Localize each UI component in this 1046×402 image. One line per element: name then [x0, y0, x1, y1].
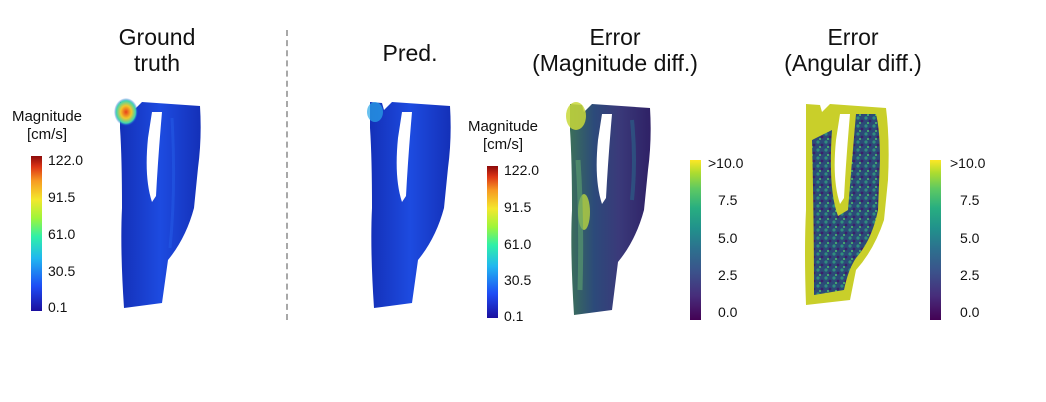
colorbar-error-1-tick: 2.5	[718, 267, 738, 283]
colorbar-magnitude-2-tick: 91.5	[504, 199, 532, 215]
colorbar-magnitude-2-tick: 30.5	[504, 272, 532, 288]
colorbar-magnitude-2-tick: 61.0	[504, 236, 532, 252]
colorbar-error-1-tick: >10.0	[708, 155, 744, 171]
colorbar-error-1-tick: 5.0	[718, 230, 738, 246]
title-error-magnitude-line1: Error	[589, 24, 641, 50]
colorbar-magnitude-2-title-line2: [cm/s]	[483, 136, 523, 153]
title-error-magnitude: Error (Magnitude diff.)	[520, 24, 710, 76]
colorbar-error-1-tick: 0.0	[718, 304, 738, 320]
vessel-error-magnitude	[566, 102, 651, 315]
vessel-pred	[367, 102, 451, 308]
colorbar-magnitude-1-tick: 30.5	[48, 263, 76, 279]
colorbar-error-1-tick: 7.5	[718, 192, 738, 208]
colorbar-magnitude-2-title: Magnitude [cm/s]	[460, 118, 546, 154]
title-ground-truth-line1: Ground	[118, 24, 196, 50]
colorbar-magnitude-1-tick: 91.5	[48, 189, 76, 205]
title-pred: Pred.	[382, 40, 438, 66]
vessel-ground-truth	[114, 98, 201, 308]
title-error-magnitude-line2: (Magnitude diff.)	[532, 50, 698, 76]
title-ground-truth: Ground truth	[102, 24, 212, 76]
colorbar-error-1-bar	[690, 160, 701, 320]
colorbar-magnitude-2-tick: 0.1	[504, 308, 524, 324]
colorbar-error-2-tick: 2.5	[960, 267, 980, 283]
colorbar-magnitude-1-bar	[31, 156, 42, 311]
colorbar-magnitude-1-tick: 122.0	[48, 152, 84, 168]
title-error-angular: Error (Angular diff.)	[768, 24, 938, 76]
colorbar-error-2-tick: 0.0	[960, 304, 980, 320]
title-error-angular-line2: (Angular diff.)	[784, 50, 922, 76]
colorbar-magnitude-2-tick: 122.0	[504, 162, 540, 178]
colorbar-magnitude-1-title-line2: [cm/s]	[27, 126, 67, 143]
colorbar-error-2-tick: >10.0	[950, 155, 986, 171]
panel-divider	[286, 30, 288, 320]
colorbar-magnitude-1-tick: 0.1	[48, 299, 68, 315]
vessel-error-angular	[805, 104, 889, 305]
colorbar-magnitude-2-title-line1: Magnitude	[467, 118, 539, 135]
title-error-angular-line1: Error	[827, 24, 879, 50]
colorbar-magnitude-1-tick: 61.0	[48, 226, 76, 242]
title-ground-truth-line2: truth	[133, 50, 181, 76]
colorbar-error-2-bar	[930, 160, 941, 320]
colorbar-error-2-tick: 5.0	[960, 230, 980, 246]
colorbar-magnitude-2-bar	[487, 166, 498, 318]
colorbar-magnitude-1-title: Magnitude [cm/s]	[4, 108, 90, 144]
colorbar-error-2-tick: 7.5	[960, 192, 980, 208]
colorbar-magnitude-1-title-line1: Magnitude	[11, 108, 83, 125]
